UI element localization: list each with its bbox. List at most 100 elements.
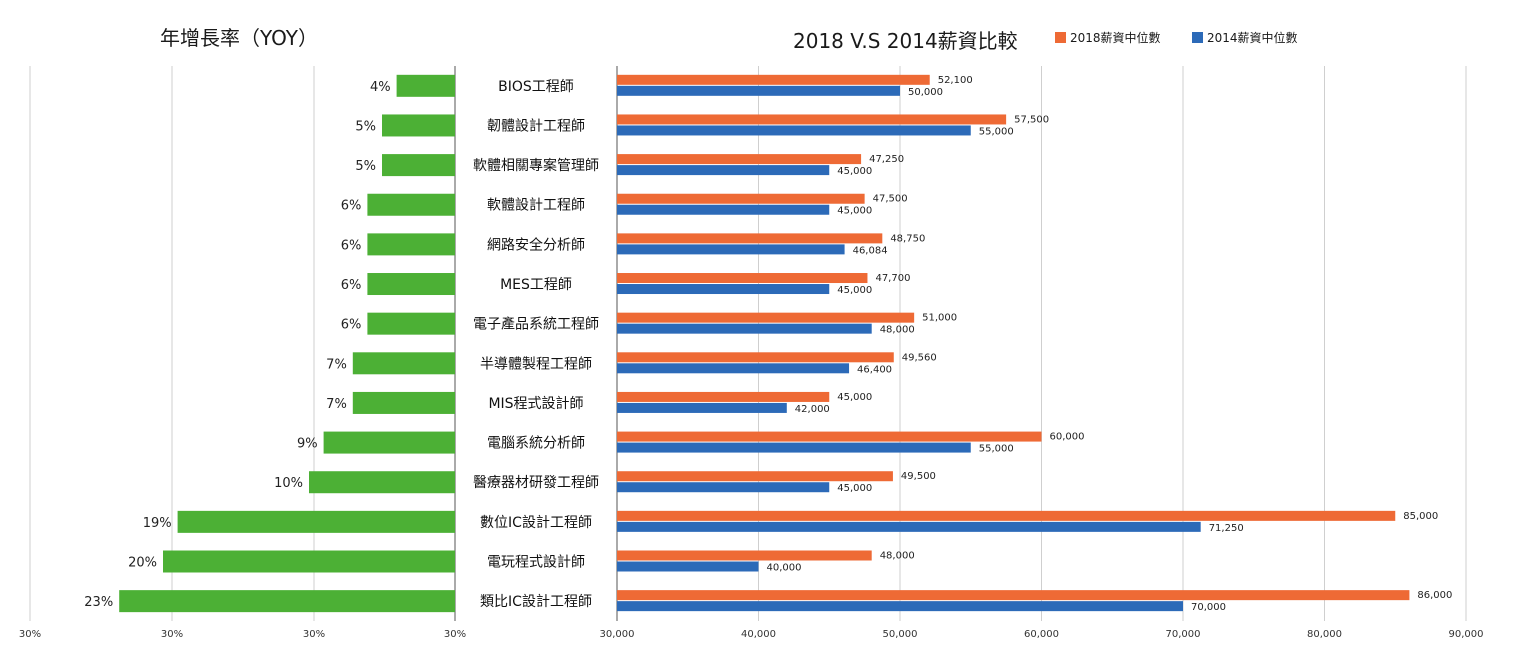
salary-label-2014: 45,000 bbox=[837, 166, 872, 177]
salary-bar-2018 bbox=[617, 431, 1042, 442]
salary-label-2018: 47,700 bbox=[875, 273, 910, 284]
category-label: BIOS工程師 bbox=[498, 79, 574, 95]
salary-bar-2018 bbox=[617, 233, 883, 244]
category-label: MIS程式設計師 bbox=[488, 396, 583, 412]
yoy-value-label: 10% bbox=[274, 476, 303, 491]
yoy-value-label: 7% bbox=[326, 357, 347, 372]
yoy-value-label: 5% bbox=[355, 119, 376, 134]
legend-2018: 2018薪資中位數 bbox=[1055, 29, 1161, 46]
yoy-bar bbox=[352, 391, 455, 414]
salary-label-2018: 49,500 bbox=[901, 471, 936, 482]
yoy-tick-label: 30% bbox=[303, 629, 325, 640]
yoy-bar bbox=[163, 550, 455, 573]
salary-label-2014: 48,000 bbox=[880, 325, 915, 336]
salary-bar-2014 bbox=[617, 125, 971, 136]
category-label: 軟體相關專案管理師 bbox=[473, 157, 599, 174]
salary-tick-label: 30,000 bbox=[600, 629, 635, 640]
yoy-value-label: 23% bbox=[84, 595, 113, 610]
yoy-value-label: 20% bbox=[128, 556, 157, 571]
category-label: 半導體製程工程師 bbox=[480, 356, 592, 372]
legend-2018-label: 2018薪資中位數 bbox=[1070, 31, 1161, 45]
salary-bar-2018 bbox=[617, 312, 915, 323]
salary-label-2018: 45,000 bbox=[837, 392, 872, 403]
category-label: 電玩程式設計師 bbox=[487, 555, 585, 571]
yoy-value-label: 7% bbox=[326, 397, 347, 412]
salary-label-2018: 85,000 bbox=[1403, 511, 1438, 522]
category-label: 類比IC設計工程師 bbox=[480, 594, 592, 610]
salary-bar-2014 bbox=[617, 601, 1183, 612]
yoy-bar bbox=[309, 471, 455, 494]
salary-label-2018: 51,000 bbox=[922, 313, 957, 324]
legend-2018-swatch bbox=[1055, 32, 1066, 43]
yoy-bar bbox=[177, 510, 455, 533]
salary-bar-2018 bbox=[617, 154, 862, 165]
salary-label-2014: 55,000 bbox=[979, 444, 1014, 455]
salary-tick-label: 90,000 bbox=[1449, 629, 1484, 640]
yoy-tick-label: 30% bbox=[19, 629, 41, 640]
legend-2014: 2014薪資中位數 bbox=[1192, 29, 1298, 46]
salary-bar-2014 bbox=[617, 482, 830, 493]
salary-tick-label: 40,000 bbox=[741, 629, 776, 640]
salary-bar-2014 bbox=[617, 284, 830, 295]
salary-chart-title: 2018 V.S 2014薪資比較 bbox=[793, 29, 1018, 53]
category-label: 網路安全分析師 bbox=[487, 236, 585, 253]
yoy-bar bbox=[367, 193, 455, 216]
category-label: 電子產品系統工程師 bbox=[473, 316, 599, 333]
legend-2014-swatch bbox=[1192, 32, 1203, 43]
category-label: 軟體設計工程師 bbox=[487, 198, 585, 214]
salary-bar-2018 bbox=[617, 391, 830, 402]
salary-tick-label: 70,000 bbox=[1166, 629, 1201, 640]
yoy-bar bbox=[119, 590, 455, 613]
salary-label-2018: 47,500 bbox=[873, 194, 908, 205]
salary-bar-2018 bbox=[617, 510, 1396, 521]
yoy-value-label: 6% bbox=[341, 278, 362, 293]
category-label: 電腦系統分析師 bbox=[487, 436, 585, 452]
yoy-value-label: 9% bbox=[297, 437, 318, 452]
salary-bar-2014 bbox=[617, 323, 872, 334]
yoy-bar bbox=[382, 114, 455, 137]
salary-bar-2014 bbox=[617, 561, 759, 572]
salary-bar-2014 bbox=[617, 85, 900, 96]
salary-tick-label: 50,000 bbox=[883, 629, 918, 640]
yoy-bar bbox=[382, 154, 455, 177]
yoy-tick-label: 30% bbox=[161, 629, 183, 640]
salary-bar-2018 bbox=[617, 590, 1410, 601]
salary-bar-2014 bbox=[617, 165, 830, 176]
salary-label-2014: 71,250 bbox=[1209, 523, 1244, 534]
salary-label-2014: 45,000 bbox=[837, 285, 872, 296]
salary-bar-2014 bbox=[617, 442, 971, 453]
salary-label-2018: 52,100 bbox=[938, 75, 973, 86]
yoy-tick-label: 30% bbox=[444, 629, 466, 640]
salary-bar-2014 bbox=[617, 363, 850, 374]
salary-bar-2018 bbox=[617, 74, 930, 85]
category-label: MES工程師 bbox=[500, 277, 572, 293]
salary-label-2014: 45,000 bbox=[837, 483, 872, 494]
yoy-bar bbox=[396, 74, 455, 97]
yoy-value-label: 19% bbox=[143, 516, 172, 531]
yoy-bar bbox=[352, 352, 455, 375]
salary-label-2018: 48,000 bbox=[880, 551, 915, 562]
yoy-value-label: 6% bbox=[341, 318, 362, 333]
yoy-bar bbox=[367, 312, 455, 335]
yoy-chart-title: 年增長率（YOY） bbox=[160, 26, 318, 50]
salary-bar-2018 bbox=[617, 471, 893, 482]
salary-bar-2018 bbox=[617, 114, 1007, 125]
yoy-bar bbox=[323, 431, 455, 454]
salary-bar-2014 bbox=[617, 244, 845, 255]
salary-tick-label: 80,000 bbox=[1307, 629, 1342, 640]
salary-label-2014: 46,400 bbox=[857, 364, 892, 375]
yoy-value-label: 5% bbox=[355, 159, 376, 174]
salary-bar-2018 bbox=[617, 352, 894, 363]
salary-label-2014: 40,000 bbox=[767, 563, 802, 574]
salary-bar-2018 bbox=[617, 273, 868, 284]
salary-label-2014: 55,000 bbox=[979, 126, 1014, 137]
category-label: 數位IC設計工程師 bbox=[480, 515, 592, 531]
category-label: 醫療器材研發工程師 bbox=[473, 474, 599, 491]
yoy-value-label: 6% bbox=[341, 199, 362, 214]
salary-label-2014: 42,000 bbox=[795, 404, 830, 415]
yoy-bar bbox=[367, 233, 455, 256]
salary-label-2014: 50,000 bbox=[908, 87, 943, 98]
salary-label-2018: 60,000 bbox=[1050, 432, 1085, 443]
salary-bar-2018 bbox=[617, 550, 872, 561]
legend-2014-label: 2014薪資中位數 bbox=[1207, 31, 1298, 45]
